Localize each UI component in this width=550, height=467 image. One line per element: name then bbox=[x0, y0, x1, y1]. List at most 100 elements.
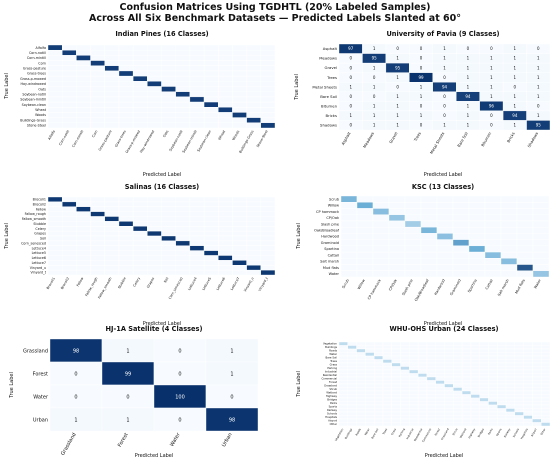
heatmap-cell bbox=[232, 117, 247, 124]
heatmap-cell bbox=[61, 70, 77, 77]
heatmap-cell bbox=[514, 373, 524, 378]
x-tick-label: Wetland bbox=[459, 427, 468, 439]
heatmap-cell bbox=[260, 107, 276, 113]
heatmap-cell bbox=[479, 359, 489, 364]
heatmap-cell bbox=[338, 401, 348, 406]
heatmap-cell bbox=[90, 250, 105, 256]
heatmap-cell bbox=[444, 366, 454, 371]
heatmap-cell bbox=[488, 373, 498, 378]
heatmap-cell bbox=[260, 245, 276, 251]
x-tick-label: Willow bbox=[357, 278, 366, 290]
heatmap-cell bbox=[218, 70, 233, 77]
heatmap-cell bbox=[409, 352, 419, 357]
x-tick-label: Alfalfa bbox=[47, 130, 56, 141]
cell-value-label: 0 bbox=[420, 65, 423, 70]
heatmap-panel-2: University of Pavia (9 Classes)97 1 0 0 1 0 0 1… bbox=[294, 30, 550, 178]
heatmap-cell bbox=[470, 348, 480, 353]
heatmap-cell bbox=[435, 348, 445, 353]
heatmap-cell bbox=[541, 366, 550, 371]
heatmap-title: HJ-1A Satellite (4 Classes) bbox=[106, 325, 203, 333]
heatmap-cell bbox=[541, 373, 550, 378]
heatmap-cell bbox=[461, 355, 472, 360]
heatmap-cell bbox=[76, 117, 91, 124]
y-tick-label: Stone-Steel bbox=[27, 124, 46, 128]
heatmap-cell bbox=[365, 345, 375, 350]
heatmap-cell bbox=[246, 201, 262, 207]
heatmap-cell bbox=[382, 404, 392, 409]
heatmap-cell bbox=[488, 397, 498, 402]
heatmap-cell bbox=[147, 269, 162, 276]
heatmap-cell bbox=[479, 373, 489, 378]
heatmap-cell bbox=[372, 220, 390, 228]
heatmap-cell bbox=[90, 196, 105, 203]
heatmap-cell bbox=[61, 226, 77, 232]
cell-value-label: 0 bbox=[349, 75, 352, 80]
heatmap-cell bbox=[161, 240, 176, 246]
heatmap-cell bbox=[382, 383, 392, 388]
heatmap-cell bbox=[436, 233, 454, 240]
heatmap-cell bbox=[118, 230, 134, 237]
heatmap-cell bbox=[470, 411, 480, 416]
cell-value-label: 0 bbox=[74, 394, 77, 400]
heatmap-cell bbox=[497, 380, 507, 385]
y-tick-label: Bare Soil bbox=[320, 94, 337, 99]
heatmap-cell bbox=[417, 366, 428, 371]
heatmap-cell bbox=[175, 216, 191, 222]
heatmap-cell bbox=[452, 208, 470, 215]
heatmap-cell bbox=[175, 101, 191, 108]
heatmap-cell bbox=[132, 112, 148, 118]
heatmap-cell bbox=[246, 122, 262, 129]
y-tick-label: Vegetation bbox=[323, 342, 337, 346]
y-tick-label: Soil bbox=[40, 237, 46, 241]
heatmap-cell bbox=[356, 195, 374, 203]
heatmap-cell bbox=[232, 255, 247, 261]
heatmap-cell bbox=[218, 107, 233, 113]
heatmap-cell bbox=[203, 269, 219, 276]
heatmap-cell bbox=[118, 81, 134, 87]
heatmap-cell bbox=[203, 81, 219, 87]
heatmap-cell bbox=[246, 235, 262, 242]
heatmap-cell bbox=[461, 411, 472, 416]
heatmap-cell bbox=[218, 96, 233, 103]
y-tick-label: Soybean-clean bbox=[22, 103, 46, 107]
heatmap-cell bbox=[417, 348, 428, 353]
heatmap-cell bbox=[470, 362, 480, 367]
y-tick-label: Meadows bbox=[319, 56, 337, 61]
heatmap-cell bbox=[246, 65, 262, 72]
cell-value-label: 0 bbox=[126, 394, 129, 400]
cell-value-label: 99 bbox=[419, 75, 425, 80]
heatmap-cell bbox=[497, 345, 507, 350]
heatmap-cell bbox=[400, 373, 410, 378]
heatmap-cell bbox=[47, 235, 63, 242]
y-tick-label: Metal Sheets bbox=[312, 84, 337, 89]
cell-value-label: 0 bbox=[514, 84, 517, 89]
heatmap-cell bbox=[161, 211, 176, 217]
x-tick-label: Woods bbox=[231, 129, 240, 141]
cell-value-label: 1 bbox=[373, 123, 376, 128]
y-tick-label: Water bbox=[329, 352, 338, 356]
heatmap-cell bbox=[400, 359, 410, 364]
heatmap-cell bbox=[470, 373, 480, 378]
heatmap-cell bbox=[232, 112, 247, 118]
x-tick-label: Industrial bbox=[405, 427, 415, 440]
heatmap-cell bbox=[246, 91, 262, 98]
heatmap-cell bbox=[484, 270, 502, 278]
heatmap-cell bbox=[161, 216, 176, 222]
heatmap-cell bbox=[400, 418, 410, 423]
heatmap-cell bbox=[132, 201, 148, 207]
heatmap-cell bbox=[420, 226, 438, 234]
heatmap-cell bbox=[426, 366, 436, 371]
heatmap-cell bbox=[189, 201, 205, 207]
heatmap-cell bbox=[426, 355, 436, 360]
x-tick-label: Buildings bbox=[344, 427, 354, 440]
heatmap-cell bbox=[90, 260, 105, 266]
y-tick-label: Bitumen bbox=[321, 103, 338, 108]
heatmap-cell bbox=[147, 96, 162, 103]
heatmap-cell bbox=[205, 407, 259, 432]
heatmap-cell bbox=[523, 348, 533, 353]
heatmap-cell bbox=[484, 208, 502, 215]
heatmap-cell bbox=[497, 394, 507, 399]
heatmap-cell bbox=[132, 206, 148, 212]
heatmap-cell bbox=[388, 258, 406, 265]
heatmap-title: WHU-OHS Urban (24 Classes) bbox=[389, 325, 498, 333]
